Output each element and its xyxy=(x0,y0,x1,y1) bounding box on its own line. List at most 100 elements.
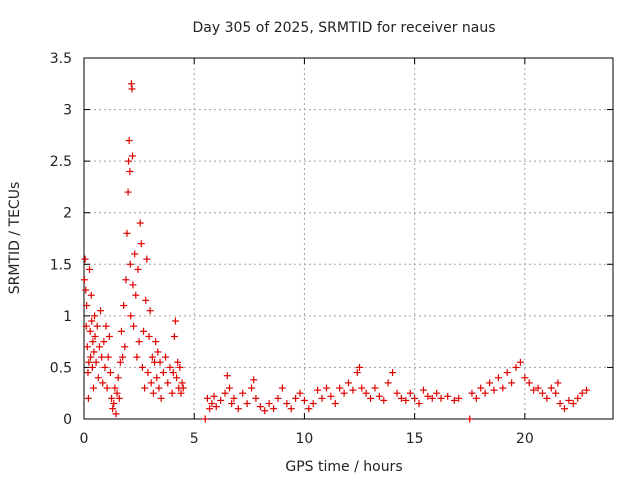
data-point xyxy=(145,332,153,340)
data-point xyxy=(314,386,322,394)
data-point xyxy=(287,405,295,413)
data-point xyxy=(157,394,165,402)
data-point xyxy=(128,152,136,160)
data-point xyxy=(248,384,256,392)
y-axis-label: SRMTID / TECUs xyxy=(7,182,23,295)
data-point xyxy=(106,369,114,377)
data-point xyxy=(148,353,156,361)
data-point xyxy=(574,394,582,402)
chart-title: Day 305 of 2025, SRMTID for receiver nau… xyxy=(192,20,495,36)
data-point xyxy=(472,394,480,402)
data-point xyxy=(437,394,445,402)
data-point xyxy=(455,394,463,402)
x-tick-label: 5 xyxy=(190,431,199,447)
data-point xyxy=(81,255,89,263)
data-point xyxy=(92,358,100,366)
data-point xyxy=(124,188,132,196)
x-tick-label: 0 xyxy=(80,431,89,447)
data-point xyxy=(159,369,167,377)
data-point xyxy=(142,296,150,304)
data-point xyxy=(384,379,392,387)
data-point xyxy=(138,363,146,371)
data-point xyxy=(166,363,174,371)
data-point xyxy=(212,403,220,411)
data-point xyxy=(94,374,102,382)
data-point xyxy=(108,394,116,402)
data-point xyxy=(126,167,134,175)
y-tick-label: 0 xyxy=(63,412,72,428)
data-point xyxy=(84,394,92,402)
data-point xyxy=(149,389,157,397)
data-point xyxy=(170,332,178,340)
data-point xyxy=(133,353,141,361)
data-point xyxy=(129,281,137,289)
data-point xyxy=(110,400,118,408)
data-point xyxy=(552,389,560,397)
x-axis-label: GPS time / hours xyxy=(285,459,402,475)
data-point xyxy=(534,384,542,392)
data-point xyxy=(261,407,269,415)
data-point xyxy=(154,348,162,356)
data-point xyxy=(164,379,172,387)
data-point xyxy=(556,400,564,408)
data-point xyxy=(130,322,138,330)
data-point xyxy=(174,358,182,366)
data-point xyxy=(95,343,103,351)
data-point xyxy=(100,338,108,346)
data-point xyxy=(239,389,247,397)
data-point xyxy=(116,358,124,366)
y-tick-label: 2 xyxy=(63,206,72,222)
data-point xyxy=(105,332,113,340)
data-point xyxy=(135,338,143,346)
data-point xyxy=(234,405,242,413)
data-point xyxy=(127,312,135,320)
data-point xyxy=(82,286,90,294)
data-point xyxy=(121,343,129,351)
data-point xyxy=(362,389,370,397)
data-point xyxy=(176,363,184,371)
data-point xyxy=(292,394,300,402)
data-point xyxy=(516,358,524,366)
data-point xyxy=(428,394,436,402)
y-tick-label: 0.5 xyxy=(50,360,72,376)
data-point xyxy=(358,384,366,392)
data-point xyxy=(177,389,185,397)
data-point xyxy=(296,389,304,397)
data-point xyxy=(114,374,122,382)
data-point xyxy=(122,276,130,284)
data-point xyxy=(123,229,131,237)
data-point xyxy=(120,302,128,310)
data-point xyxy=(109,405,117,413)
data-point xyxy=(499,384,507,392)
data-point xyxy=(99,379,107,387)
data-point xyxy=(82,322,90,330)
data-point xyxy=(375,392,383,400)
data-point xyxy=(136,219,144,227)
data-point xyxy=(162,353,170,361)
tick-labels: 0 5 10 15 20 0 0.5 1 1.5 2 2.5 3 3.5 xyxy=(50,51,534,447)
data-point xyxy=(225,384,233,392)
data-point xyxy=(86,265,94,273)
data-point xyxy=(128,85,136,93)
data-point xyxy=(83,302,91,310)
data-point xyxy=(132,291,140,299)
data-points xyxy=(80,80,591,423)
data-point xyxy=(90,348,98,356)
data-point xyxy=(228,400,236,408)
grid-lines xyxy=(84,58,613,419)
data-point xyxy=(252,394,260,402)
data-point xyxy=(250,376,258,384)
data-point xyxy=(173,374,181,382)
data-point xyxy=(530,386,538,394)
data-point xyxy=(117,327,125,335)
data-point xyxy=(155,384,163,392)
data-point xyxy=(322,384,330,392)
data-point xyxy=(217,396,225,404)
data-point xyxy=(88,363,96,371)
data-point xyxy=(371,384,379,392)
data-point xyxy=(547,384,555,392)
data-point xyxy=(356,363,364,371)
data-point xyxy=(367,394,375,402)
data-point xyxy=(86,327,94,335)
data-point xyxy=(85,358,93,366)
